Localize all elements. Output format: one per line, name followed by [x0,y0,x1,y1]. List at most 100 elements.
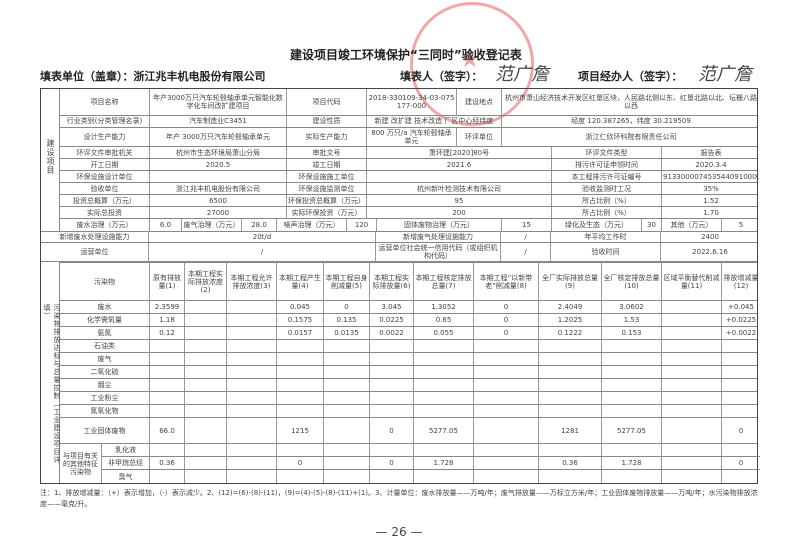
pollutant-name: 工业固体废物 [60,418,150,444]
pollutant-header-row: 污染物 原有排放量(1) 本期工程实际排放浓度(2) 本期工程允许排放浓度(3) 本期工… [60,263,759,302]
ratio-2: 1.70 [703,208,719,217]
location: 杭州市萧山经济技术开发区红垦区块，人民路北侧以东、红垦北路以北、坛栅八路以西 [505,93,757,110]
label: 运营单位社会统一信用代码（或组织机构代码） [376,243,501,262]
value-cell [370,353,414,366]
pollutant-name: 废气 [60,353,150,366]
value-cell: 0.0225 [370,314,414,327]
value-cell [150,353,185,366]
value-cell [662,470,722,484]
value-cell [227,327,277,340]
header-cell: 原有排放量(1) [150,263,185,301]
approver: 杭州市生态环境局萧山分局 [150,147,287,159]
solid-invest: 15 [502,219,552,232]
value-cell: 1215 [277,418,324,444]
label: 建设性质 [287,116,367,127]
eia-unit: 浙江仁欣环科院有限责任公司 [585,133,677,142]
coords: 经度 120.387265，纬度 30.219509 [571,117,691,126]
value-cell: 0 [474,314,539,327]
gas-invest: 28.0 [242,219,277,232]
pollutant-name: 非甲烷总烃 [102,457,150,470]
value-cell: 3.0602 [602,301,662,314]
project-name: 年产3000万只汽车轮毂轴承单元智能化数字化车间改扩建项目 [150,89,287,115]
total-investment: 6500 [150,195,287,207]
value-cell [370,444,414,457]
build-unit [367,171,552,183]
value-cell [722,353,760,365]
env-investment: 95 [367,195,552,207]
value-cell [324,418,370,444]
value-cell: 1.728 [602,457,662,470]
table-row: 废水 2.3599 0.045 0 3.045 1.3052 0 2.4049 3.0602 +0… [60,301,757,315]
value-cell: 1.3052 [414,301,474,314]
section-pollutant-label: 污染物排放达标与总量控制（工业建设项目详填） [43,304,61,464]
value-cell [185,418,227,444]
value-cell [414,379,474,392]
credit-code: / [501,243,551,262]
value-cell [370,340,414,353]
value-cell [185,457,227,470]
value-cell [370,379,414,392]
value-cell [662,301,722,314]
value-cell [602,444,662,457]
label: 废气治理（万元） [182,219,242,232]
value-cell [227,405,277,418]
value-cell [539,340,602,353]
label: 环保设施设计单位 [60,171,150,183]
value-cell [474,379,539,392]
label: 废水治理（万元） [60,219,150,232]
table-row: 烟尘 [60,379,760,393]
value-cell [474,418,539,444]
table-row: 工业固体废物 66.0 1215 0 5277.05 1281 5277.05 0 [60,418,757,445]
filler-label: 填表人（签字）： [400,70,483,83]
header-cell: 污染物 [60,263,150,301]
value-cell [150,444,185,457]
table-row: 废气 [60,353,760,367]
value-cell [722,470,760,483]
actual-investment: 27000 [150,207,287,219]
table-row: 石油类 [60,340,760,354]
value-cell: 3.045 [370,301,414,314]
value-cell [722,379,760,391]
value-cell [662,379,722,392]
label: 项目代码 [287,89,367,115]
approval-no: 萧环建[2020]80号 [367,147,552,159]
pollutant-table: 污染物 原有排放量(1) 本期工程实际排放浓度(2) 本期工程允许排放浓度(3) 本期工… [59,262,760,484]
label: 固体废物治理（万元） [377,219,502,232]
value-cell: 0.0135 [324,327,370,340]
label: 验收单位 [60,183,150,195]
value-cell [662,353,722,366]
value-cell [602,405,662,418]
value-cell: 0 [370,418,414,444]
value-cell [539,353,602,366]
value-cell [277,340,324,353]
handler-label: 项目经办人（签字）： [578,70,683,83]
label: 行业类别(分类管理名录) [60,116,150,127]
value-cell [662,392,722,405]
label: 运营单位 [41,243,149,262]
value-cell [414,470,474,484]
value-cell: 0 [738,459,744,468]
value-cell [414,340,474,353]
table-row: 氨氮 0.12 0.0157 0.0135 0.0022 0.055 0 0.1222 0.15… [60,327,757,341]
value-cell [324,405,370,418]
value-cell [414,353,474,366]
value-cell [539,379,602,392]
accept-unit: 浙江兆丰机电股份有限公司 [150,183,287,195]
project-code: 2018-330109-34-03-075177-000 [367,89,457,115]
header-cell: 本期工程实际排放量(6) [370,263,414,301]
value-cell [185,353,227,366]
value-cell [185,327,227,340]
design-capacity: 年产 3000万只汽车轮毂轴承单元 [150,128,287,147]
company-seal: ★ [410,2,534,126]
table-row: 非甲烷总烃 0.36 0 0 1.728 0.36 1.728 0 [102,457,760,471]
pollutant-name: 臭气 [102,470,150,484]
value-cell: 5277.05 [414,418,474,444]
value-cell [474,444,539,457]
value-cell [414,405,474,418]
label: 投资总概算（万元） [60,195,150,207]
value-cell: 0 [474,327,539,340]
value-cell [324,353,370,366]
value-cell [722,340,760,352]
value-cell [474,470,539,484]
header-cell: 全厂核定排放总量(10) [602,263,662,301]
